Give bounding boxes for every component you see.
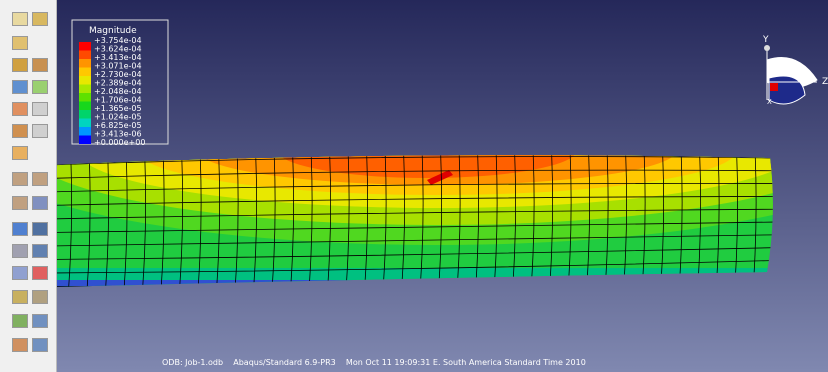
tool-icon[interactable]	[12, 102, 28, 116]
legend-swatch	[79, 85, 91, 94]
legend-swatch	[79, 76, 91, 85]
tool-icon[interactable]	[12, 80, 28, 94]
legend-swatch	[79, 102, 91, 111]
legend-swatch	[79, 59, 91, 68]
tool-icon[interactable]	[32, 314, 48, 328]
tool-icon[interactable]	[12, 12, 28, 26]
legend-title: Magnitude	[89, 26, 137, 36]
triad-x-label: X	[767, 98, 772, 106]
triad-y-label: Y	[762, 35, 769, 45]
tool-icon[interactable]	[12, 124, 28, 138]
legend-swatch	[79, 42, 91, 51]
triad-z-label: Z	[822, 77, 828, 87]
legend-swatch	[79, 68, 91, 77]
tool-icon[interactable]	[32, 80, 48, 94]
tool-icon[interactable]	[32, 196, 48, 210]
tool-icon[interactable]	[12, 196, 28, 210]
tool-icon[interactable]	[12, 290, 28, 304]
tool-icon[interactable]	[12, 266, 28, 280]
tool-icon[interactable]	[12, 314, 28, 328]
tool-icon[interactable]	[32, 124, 48, 138]
viewport: Magnitude +3.754e-04+3.624e-04+3.413e-04…	[57, 0, 828, 372]
tool-icon[interactable]	[12, 146, 28, 160]
legend-swatch	[79, 119, 91, 128]
tool-icon[interactable]	[32, 58, 48, 72]
footer-text: ODB: Job-1.odb Abaqus/Standard 6.9-PR3 M…	[162, 358, 586, 367]
tool-icon[interactable]	[32, 172, 48, 186]
tool-icon[interactable]	[32, 12, 48, 26]
tool-icon[interactable]	[32, 290, 48, 304]
legend-swatch	[79, 136, 91, 145]
tool-icon[interactable]	[32, 338, 48, 352]
legend-swatch	[79, 51, 91, 60]
tool-icon[interactable]	[12, 222, 28, 236]
abaqus-window: Magnitude +3.754e-04+3.624e-04+3.413e-04…	[0, 0, 828, 372]
tool-icon[interactable]	[32, 266, 48, 280]
tool-icon[interactable]	[32, 102, 48, 116]
legend-swatch	[79, 110, 91, 119]
tool-icon[interactable]	[12, 172, 28, 186]
legend-swatch	[79, 127, 91, 136]
tool-icon[interactable]	[12, 58, 28, 72]
tool-icon[interactable]	[12, 338, 28, 352]
tool-icon[interactable]	[32, 222, 48, 236]
legend-label: +0.000e+00	[94, 138, 145, 147]
tool-icon[interactable]	[12, 244, 28, 258]
tool-icon[interactable]	[32, 244, 48, 258]
toolbar	[0, 0, 57, 372]
legend: +3.754e-04+3.624e-04+3.413e-04+3.071e-04…	[79, 36, 145, 147]
legend-swatch	[79, 93, 91, 102]
tool-icon[interactable]	[12, 36, 28, 50]
